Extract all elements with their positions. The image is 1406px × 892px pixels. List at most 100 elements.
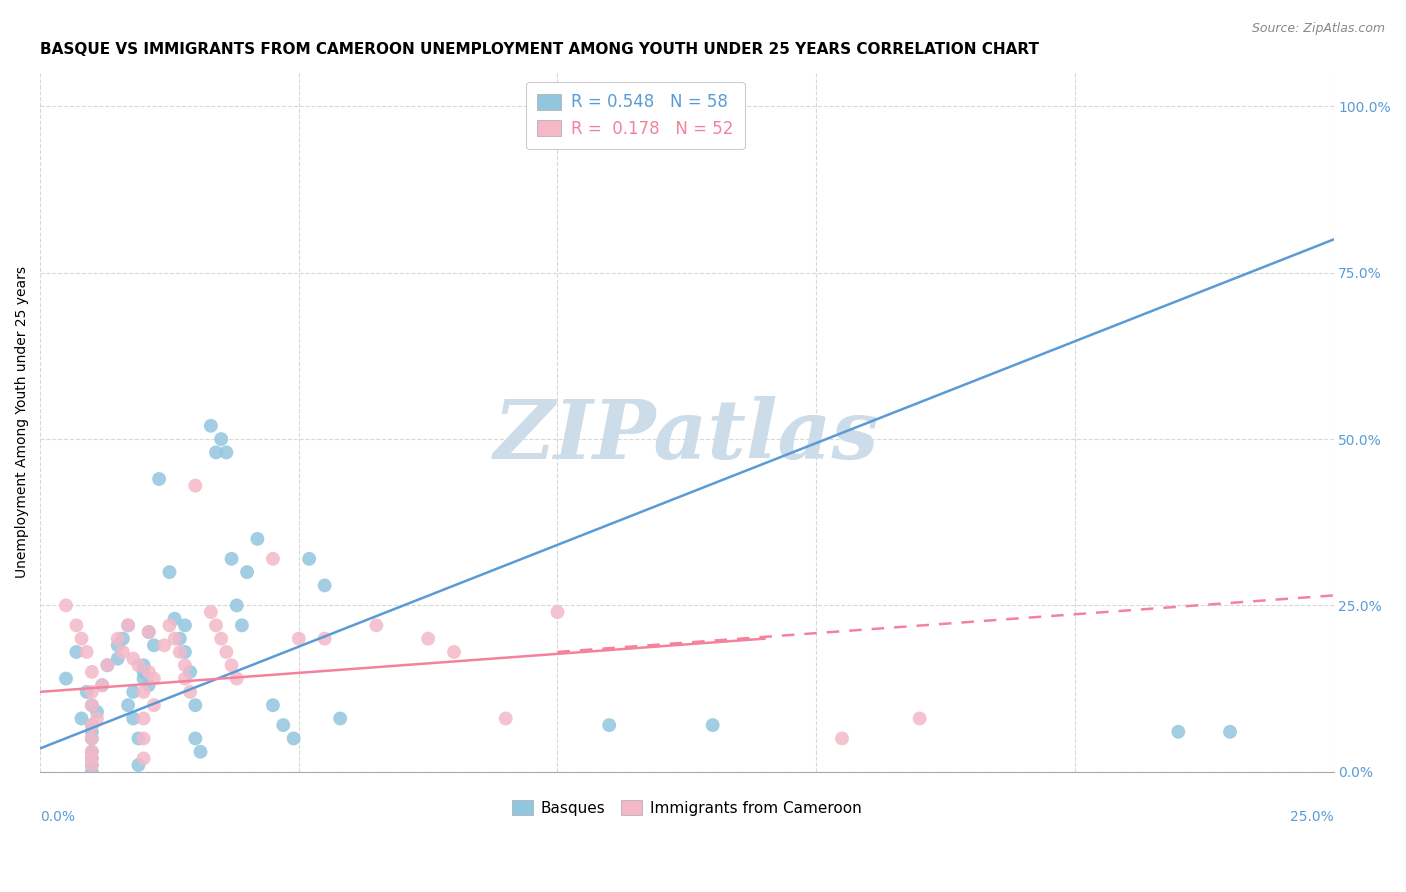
Point: [80, 698, 103, 713]
Point: [55, 599, 77, 613]
Point: [443, 645, 465, 659]
Point: [80, 745, 103, 759]
Point: [1167, 724, 1189, 739]
Point: [366, 618, 388, 632]
Point: [127, 731, 149, 746]
Point: [132, 685, 155, 699]
Point: [122, 711, 145, 725]
Point: [159, 565, 181, 579]
Point: [107, 638, 129, 652]
Point: [148, 472, 170, 486]
Point: [70, 632, 93, 646]
Point: [598, 718, 620, 732]
Point: [153, 638, 176, 652]
Point: [80, 718, 103, 732]
Point: [231, 618, 253, 632]
Point: [908, 711, 931, 725]
Point: [80, 685, 103, 699]
Point: [91, 678, 114, 692]
Point: [96, 658, 118, 673]
Point: [205, 618, 228, 632]
Point: [298, 551, 321, 566]
Point: [190, 745, 212, 759]
Y-axis label: Unemployment Among Youth under 25 years: Unemployment Among Youth under 25 years: [15, 267, 30, 578]
Text: Source: ZipAtlas.com: Source: ZipAtlas.com: [1251, 22, 1385, 36]
Point: [80, 758, 103, 772]
Point: [236, 565, 259, 579]
Point: [142, 672, 165, 686]
Legend: Basques, Immigrants from Cameroon: Basques, Immigrants from Cameroon: [505, 793, 869, 823]
Point: [184, 731, 207, 746]
Point: [122, 685, 145, 699]
Point: [209, 432, 232, 446]
Point: [127, 658, 149, 673]
Point: [70, 711, 93, 725]
Point: [225, 599, 247, 613]
Point: [86, 705, 108, 719]
Point: [96, 658, 118, 673]
Point: [271, 718, 294, 732]
Point: [117, 698, 139, 713]
Point: [107, 632, 129, 646]
Point: [314, 578, 336, 592]
Point: [159, 618, 181, 632]
Point: [246, 532, 269, 546]
Text: BASQUE VS IMMIGRANTS FROM CAMEROON UNEMPLOYMENT AMONG YOUTH UNDER 25 YEARS CORRE: BASQUE VS IMMIGRANTS FROM CAMEROON UNEMP…: [41, 42, 1039, 57]
Point: [117, 618, 139, 632]
Point: [174, 645, 197, 659]
Point: [174, 672, 197, 686]
Point: [142, 698, 165, 713]
Point: [80, 745, 103, 759]
Point: [174, 658, 197, 673]
Point: [314, 632, 336, 646]
Text: 0.0%: 0.0%: [41, 810, 75, 824]
Point: [80, 718, 103, 732]
Point: [107, 651, 129, 665]
Point: [80, 751, 103, 765]
Point: [546, 605, 568, 619]
Point: [132, 672, 155, 686]
Point: [184, 478, 207, 492]
Point: [80, 751, 103, 765]
Point: [80, 764, 103, 779]
Point: [122, 651, 145, 665]
Point: [329, 711, 352, 725]
Point: [702, 718, 724, 732]
Point: [495, 711, 517, 725]
Point: [65, 645, 87, 659]
Point: [65, 618, 87, 632]
Point: [91, 678, 114, 692]
Point: [80, 698, 103, 713]
Point: [225, 672, 247, 686]
Point: [138, 665, 160, 679]
Point: [288, 632, 311, 646]
Point: [163, 632, 186, 646]
Point: [283, 731, 305, 746]
Point: [127, 758, 149, 772]
Point: [142, 638, 165, 652]
Point: [111, 645, 134, 659]
Point: [138, 625, 160, 640]
Point: [200, 418, 222, 433]
Point: [179, 665, 201, 679]
Point: [111, 632, 134, 646]
Point: [215, 445, 238, 459]
Point: [200, 605, 222, 619]
Point: [215, 645, 238, 659]
Point: [80, 731, 103, 746]
Point: [221, 551, 243, 566]
Point: [138, 678, 160, 692]
Point: [76, 685, 98, 699]
Point: [205, 445, 228, 459]
Point: [132, 711, 155, 725]
Point: [55, 672, 77, 686]
Point: [80, 665, 103, 679]
Point: [80, 758, 103, 772]
Point: [174, 618, 197, 632]
Point: [132, 751, 155, 765]
Point: [184, 698, 207, 713]
Point: [209, 632, 232, 646]
Point: [262, 551, 284, 566]
Text: ZIPatlas: ZIPatlas: [494, 396, 880, 476]
Point: [262, 698, 284, 713]
